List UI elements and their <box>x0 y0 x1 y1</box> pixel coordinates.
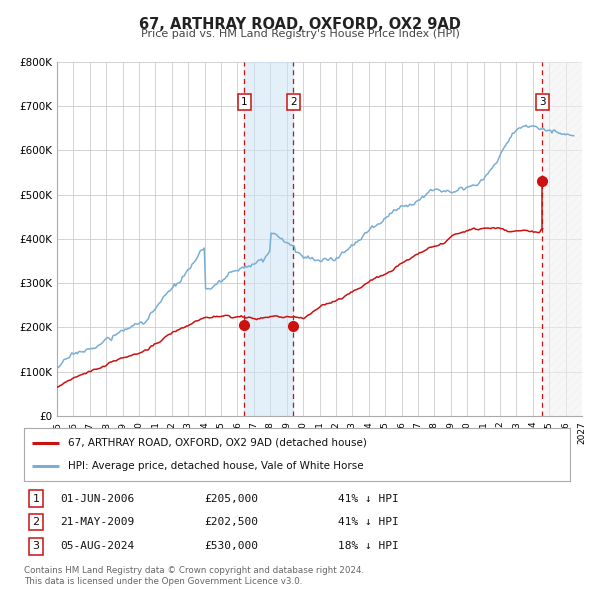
Text: 3: 3 <box>539 97 546 107</box>
Text: HPI: Average price, detached house, Vale of White Horse: HPI: Average price, detached house, Vale… <box>68 461 364 471</box>
Text: 1: 1 <box>241 97 248 107</box>
Bar <box>543 62 582 416</box>
Text: £530,000: £530,000 <box>205 542 259 552</box>
Text: 67, ARTHRAY ROAD, OXFORD, OX2 9AD (detached house): 67, ARTHRAY ROAD, OXFORD, OX2 9AD (detac… <box>68 438 367 448</box>
Text: 01-JUN-2006: 01-JUN-2006 <box>61 494 135 503</box>
Text: 2: 2 <box>32 517 40 527</box>
Text: 67, ARTHRAY ROAD, OXFORD, OX2 9AD: 67, ARTHRAY ROAD, OXFORD, OX2 9AD <box>139 17 461 31</box>
Text: 41% ↓ HPI: 41% ↓ HPI <box>338 517 398 527</box>
Text: Price paid vs. HM Land Registry's House Price Index (HPI): Price paid vs. HM Land Registry's House … <box>140 29 460 39</box>
Text: 21-MAY-2009: 21-MAY-2009 <box>61 517 135 527</box>
Text: 05-AUG-2024: 05-AUG-2024 <box>61 542 135 552</box>
Text: £205,000: £205,000 <box>205 494 259 503</box>
Text: 3: 3 <box>32 542 40 552</box>
Text: £202,500: £202,500 <box>205 517 259 527</box>
Text: 18% ↓ HPI: 18% ↓ HPI <box>338 542 398 552</box>
Text: 1: 1 <box>32 494 40 503</box>
Text: Contains HM Land Registry data © Crown copyright and database right 2024.
This d: Contains HM Land Registry data © Crown c… <box>24 566 364 586</box>
Text: 41% ↓ HPI: 41% ↓ HPI <box>338 494 398 503</box>
Text: 2: 2 <box>290 97 296 107</box>
Bar <box>244 62 293 416</box>
